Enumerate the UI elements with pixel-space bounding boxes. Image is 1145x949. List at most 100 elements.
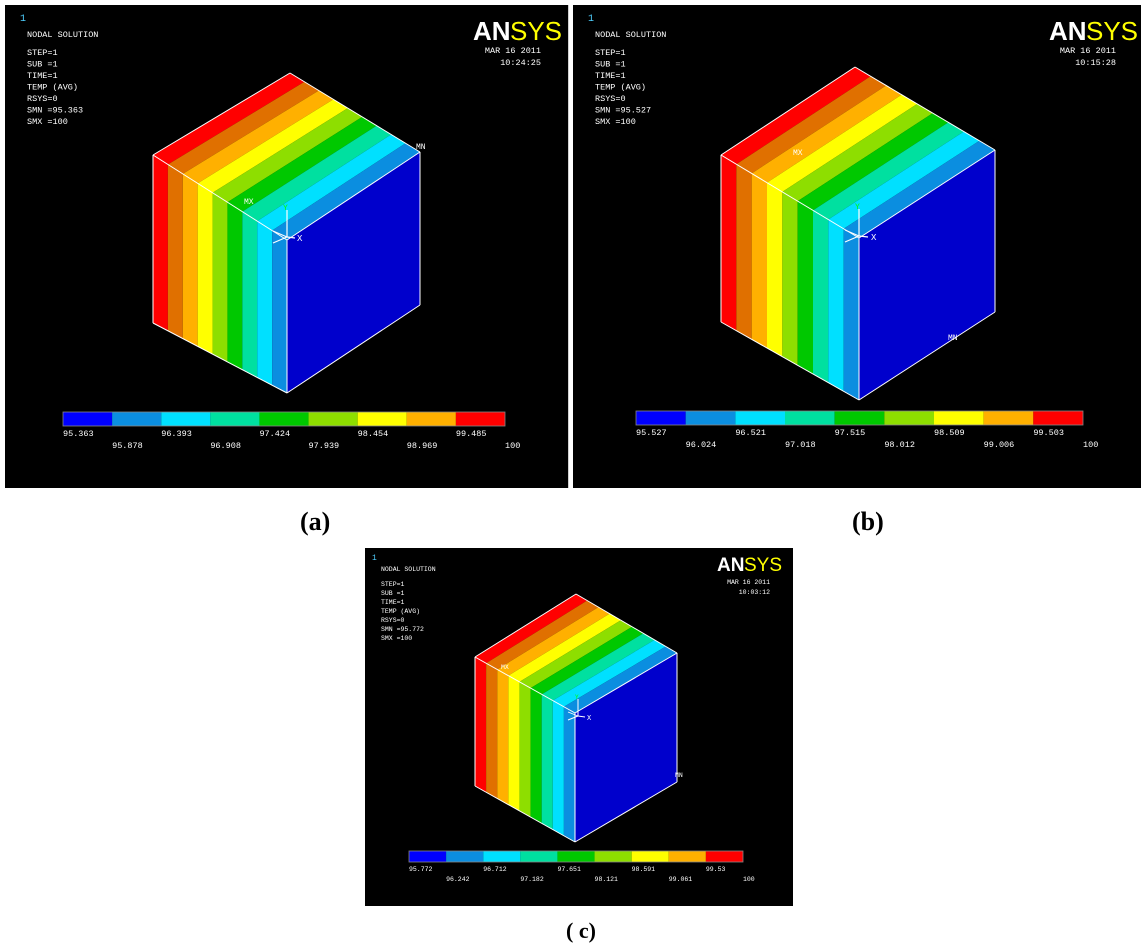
contour-band-top [182, 90, 334, 184]
contour-band-left [257, 221, 273, 386]
legend-swatch [1033, 411, 1083, 425]
contour-band-left [782, 191, 798, 366]
date-label: MAR 16 2011 [1060, 46, 1116, 56]
legend-swatch [63, 412, 113, 426]
legend-label: 97.939 [309, 441, 340, 451]
cube-edge [575, 593, 678, 654]
contour-cube [474, 593, 678, 843]
legend-label: 98.454 [358, 429, 389, 439]
contour-band-left [182, 173, 198, 347]
legend-swatch [668, 851, 706, 862]
contour-band-top [751, 85, 902, 183]
contour-band-top [552, 639, 666, 707]
legend-swatch [161, 412, 211, 426]
contour-band-left [497, 669, 509, 805]
contour-band-left [272, 230, 287, 393]
contour-band-top [797, 113, 949, 211]
triad-y-label: Y [575, 694, 579, 701]
legend-label: 96.393 [161, 429, 192, 439]
solution-title: NODAL SOLUTION [595, 30, 666, 40]
info-line: TEMP (AVG) [381, 608, 420, 615]
max-marker: MX [793, 149, 803, 158]
legend-label: 97.018 [785, 440, 816, 450]
legend-label: 97.651 [557, 866, 581, 873]
legend-label: 97.515 [835, 428, 866, 438]
cube-edge [289, 72, 421, 153]
info-line: RSYS=0 [27, 94, 58, 104]
cube-edge [574, 781, 678, 843]
contour-band-top [153, 73, 305, 165]
contour-band-left [508, 675, 520, 811]
legend-swatch [520, 851, 558, 862]
contour-band-left [227, 202, 243, 370]
contour-band-top [475, 594, 588, 664]
window-number: 1 [372, 554, 377, 563]
info-line: STEP=1 [381, 581, 405, 588]
contour-band-top [272, 143, 420, 240]
contour-band-left [486, 663, 498, 799]
ansys-logo: AN SYS [473, 16, 562, 46]
contour-band-left [721, 155, 737, 331]
legend-label: 100 [505, 441, 520, 451]
caption-b: (b) [852, 507, 884, 536]
contour-band-left [751, 173, 767, 348]
legend-label: 99.503 [1033, 428, 1064, 438]
contour-band-left [797, 201, 813, 374]
info-line: TIME=1 [381, 599, 405, 606]
info-line: TEMP (AVG) [27, 83, 78, 93]
contour-band-left [197, 183, 213, 355]
info-line: RSYS=0 [595, 94, 626, 104]
contour-band-left [475, 657, 487, 793]
legend-label: 96.521 [735, 428, 766, 438]
legend-swatch [594, 851, 632, 862]
solution-title: NODAL SOLUTION [27, 30, 98, 40]
solution-title: NODAL SOLUTION [381, 566, 436, 573]
legend-swatch [934, 411, 984, 425]
axis-triad: Y X [844, 203, 877, 243]
contour-band-top [767, 94, 918, 192]
legend-label: 100 [1083, 440, 1098, 450]
date-label: MAR 16 2011 [485, 46, 541, 56]
legend-swatch [636, 411, 686, 425]
contour-band-top [167, 81, 319, 174]
legend-swatch [308, 412, 358, 426]
logo-an: AN [717, 555, 744, 576]
ansys-panel-a: 1 NODAL SOLUTION STEP=1 SUB =1 TIME=1 TEMP … [5, 5, 569, 488]
panel-c-svg: 1 NODAL SOLUTION STEP=1 SUB =1 TIME=1 TEMP … [372, 554, 782, 883]
time-label: 10:15:28 [1075, 58, 1116, 68]
legend-swatch [557, 851, 595, 862]
info-line: TIME=1 [595, 71, 626, 81]
contour-band-left [552, 700, 564, 836]
legend-swatch [357, 412, 407, 426]
contour-band-top [257, 134, 406, 231]
info-line: SUB =1 [381, 590, 405, 597]
legend-label: 100 [743, 876, 755, 883]
contour-band-left [242, 211, 258, 378]
legend-label: 99.061 [669, 876, 693, 883]
min-marker: MN [675, 772, 683, 779]
contour-band-top [227, 116, 377, 212]
logo-an: AN [473, 16, 511, 46]
date-label: MAR 16 2011 [727, 579, 770, 586]
contour-legend: 95.527 96.521 97.515 98.509 99.503 96.024 97.0… [635, 410, 1098, 450]
info-line: TIME=1 [27, 71, 58, 81]
time-label: 10:03:12 [739, 589, 770, 596]
cube-edge [474, 593, 577, 658]
contour-band-top [736, 76, 887, 174]
contour-band-left [530, 688, 542, 824]
cube-edge [286, 151, 421, 241]
legend-label: 97.424 [259, 429, 290, 439]
axis-triad: Y X [567, 694, 592, 723]
legend-swatch [455, 412, 505, 426]
contour-band-left [843, 228, 859, 400]
cube-edge [720, 66, 856, 156]
triad-x-label: X [587, 715, 592, 723]
legend-swatch [112, 412, 162, 426]
contour-band-top [486, 600, 599, 670]
info-line: STEP=1 [595, 48, 626, 58]
legend-frame [408, 850, 744, 863]
ansys-panel-b: 1 NODAL SOLUTION STEP=1 SUB =1 TIME=1 TEMP … [573, 5, 1141, 488]
